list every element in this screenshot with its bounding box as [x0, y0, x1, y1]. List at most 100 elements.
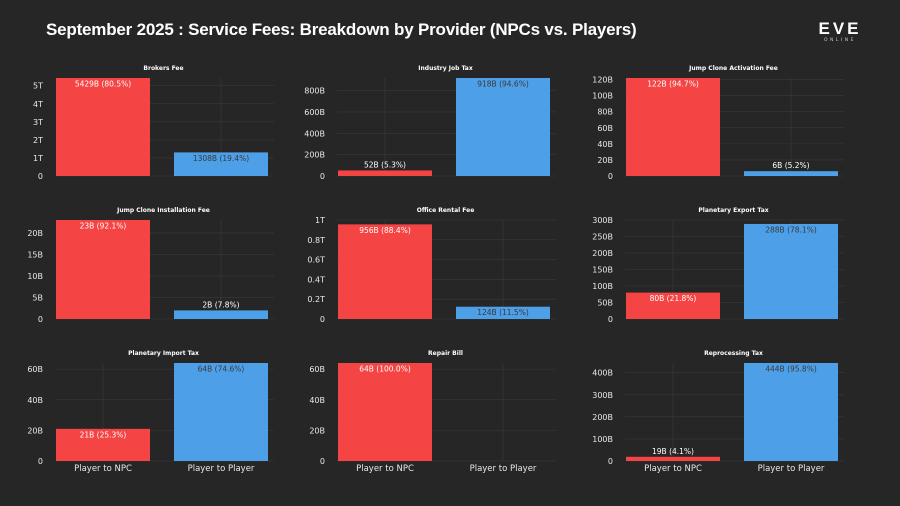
brokers-fee-panel-title: Brokers Fee	[143, 65, 183, 72]
reprocessing-tax-panel-title: Reprocessing Tax	[704, 350, 763, 357]
jump-clone-installation-fee-ytick-label-1: 5B	[32, 293, 43, 302]
office-rental-fee-ytick-label-3: 0.6T	[307, 256, 325, 265]
reprocessing-tax-bar-label-player-to-player: 444B (95.8%)	[765, 365, 817, 374]
planetary-export-tax-ytick-label-5: 250B	[592, 233, 613, 242]
office-rental-fee-panel-title: Office Rental Fee	[417, 207, 475, 214]
eve-online-logo: EVE ONLINE	[812, 20, 868, 46]
jump-clone-installation-fee-bar-label-player-to-npc: 23B (92.1%)	[80, 222, 127, 231]
planetary-import-tax-ytick-label-0: 0	[38, 457, 43, 466]
repair-bill-ytick-label-3: 60B	[309, 365, 325, 374]
reprocessing-tax-ytick-label-3: 300B	[592, 391, 613, 400]
brokers-fee-ytick-label-1: 1T	[33, 154, 43, 163]
reprocessing-tax-ytick-label-2: 200B	[592, 413, 613, 422]
reprocessing-tax-ytick-label-0: 0	[608, 457, 613, 466]
planetary-export-tax-ytick-label-6: 300B	[592, 216, 613, 225]
planetary-import-tax-ytick-label-2: 40B	[27, 396, 43, 405]
office-rental-fee-bar-label-player-to-player: 124B (11.5%)	[477, 308, 529, 317]
jump-clone-installation-fee-panel-title: Jump Clone Installation Fee	[116, 207, 210, 214]
jump-clone-installation-fee-bar-label-player-to-player: 2B (7.8%)	[202, 300, 239, 309]
office-rental-fee-ytick-label-4: 0.8T	[307, 236, 325, 245]
jump-clone-installation-fee-ytick-label-2: 10B	[27, 272, 43, 281]
planetary-export-tax-bar-label-player-to-npc: 80B (21.8%)	[650, 294, 697, 303]
repair-bill-bar-label-player-to-npc: 64B (100.0%)	[359, 365, 411, 374]
brokers-fee-ytick-label-0: 0	[38, 172, 43, 181]
logo-sub-text: ONLINE	[824, 38, 856, 43]
reprocessing-tax-ytick-label-1: 100B	[592, 435, 613, 444]
reprocessing-tax-bar-player-to-player	[744, 363, 838, 461]
repair-bill-xtick-label-0: Player to NPC	[356, 464, 414, 474]
repair-bill-ytick-label-1: 20B	[309, 426, 325, 435]
planetary-import-tax-xtick-label-0: Player to NPC	[74, 464, 132, 474]
planetary-import-tax-bar-label-player-to-npc: 21B (25.3%)	[80, 430, 127, 439]
repair-bill-bar-player-to-npc	[338, 363, 432, 461]
planetary-export-tax-bar-player-to-npc	[626, 292, 720, 319]
brokers-fee-ytick-label-3: 3T	[33, 118, 43, 127]
repair-bill-ytick-label-2: 40B	[309, 396, 325, 405]
repair-bill-panel-title: Repair Bill	[428, 350, 463, 357]
planetary-export-tax-bar-player-to-player	[744, 223, 838, 319]
repair-bill-ytick-label-0: 0	[320, 457, 325, 466]
planetary-import-tax-bar-player-to-npc	[56, 428, 150, 461]
reprocessing-tax-bar-label-player-to-npc: 19B (4.1%)	[652, 447, 694, 456]
industry-job-tax-bar-player-to-player	[456, 78, 550, 176]
reprocessing-tax-xtick-label-0: Player to NPC	[644, 464, 702, 474]
industry-job-tax-bar-player-to-npc	[338, 170, 432, 176]
planetary-import-tax-ytick-label-3: 60B	[27, 365, 43, 374]
jump-clone-activation-fee-ytick-label-3: 60B	[597, 124, 613, 133]
jump-clone-activation-fee-ytick-label-2: 40B	[597, 140, 613, 149]
chart-title: September 2025 : Service Fees: Breakdown…	[46, 20, 637, 39]
reprocessing-tax-bar-player-to-npc	[626, 456, 720, 461]
planetary-export-tax-ytick-label-2: 100B	[592, 282, 613, 291]
brokers-fee-bar-player-to-npc	[56, 78, 150, 176]
jump-clone-activation-fee-bar-player-to-npc	[626, 78, 720, 176]
jump-clone-activation-fee-ytick-label-1: 20B	[597, 156, 613, 165]
planetary-export-tax-bar-label-player-to-player: 288B (78.1%)	[765, 225, 817, 234]
brokers-fee-ytick-label-2: 2T	[33, 136, 43, 145]
industry-job-tax-bar-label-player-to-npc: 52B (5.3%)	[364, 160, 406, 169]
planetary-export-tax-panel-title: Planetary Export Tax	[698, 207, 768, 214]
brokers-fee-bar-player-to-player	[174, 152, 268, 176]
office-rental-fee-ytick-label-5: 1T	[315, 216, 325, 225]
industry-job-tax-bar-label-player-to-player: 918B (94.6%)	[477, 80, 529, 89]
planetary-import-tax-bar-player-to-player	[174, 363, 268, 461]
office-rental-fee-bar-player-to-npc	[338, 224, 432, 319]
brokers-fee-bar-label-player-to-player: 1308B (19.4%)	[193, 154, 249, 163]
reprocessing-tax-xtick-label-1: Player to Player	[758, 464, 825, 474]
planetary-export-tax-ytick-label-3: 150B	[592, 266, 613, 275]
logo-main-text: EVE	[818, 19, 862, 38]
jump-clone-installation-fee-ytick-label-0: 0	[38, 315, 43, 324]
industry-job-tax-ytick-label-4: 800B	[304, 87, 325, 96]
planetary-import-tax-ytick-label-1: 20B	[27, 426, 43, 435]
industry-job-tax-ytick-label-3: 600B	[304, 108, 325, 117]
planetary-export-tax-ytick-label-1: 50B	[597, 299, 613, 308]
planetary-import-tax-panel-title: Planetary Import Tax	[128, 350, 199, 357]
office-rental-fee-ytick-label-2: 0.4T	[307, 275, 325, 284]
jump-clone-activation-fee-bar-player-to-player	[744, 171, 838, 176]
jump-clone-activation-fee-panel-title: Jump Clone Activation Fee	[688, 65, 778, 72]
reprocessing-tax-ytick-label-4: 400B	[592, 369, 613, 378]
industry-job-tax-ytick-label-1: 200B	[304, 151, 325, 160]
brokers-fee-ytick-label-4: 4T	[33, 100, 43, 109]
office-rental-fee-bar-player-to-player	[456, 306, 550, 319]
brokers-fee-ytick-label-5: 5T	[33, 82, 43, 91]
jump-clone-activation-fee-ytick-label-5: 100B	[592, 92, 613, 101]
jump-clone-activation-fee-bar-label-player-to-npc: 122B (94.7%)	[647, 80, 699, 89]
jump-clone-activation-fee-bar-label-player-to-player: 6B (5.2%)	[772, 161, 809, 170]
planetary-import-tax-xtick-label-1: Player to Player	[188, 464, 255, 474]
brokers-fee-bar-label-player-to-npc: 5429B (80.5%)	[75, 80, 131, 89]
planetary-export-tax-ytick-label-4: 200B	[592, 249, 613, 258]
jump-clone-activation-fee-ytick-label-0: 0	[608, 172, 613, 181]
office-rental-fee-bar-label-player-to-npc: 956B (88.4%)	[359, 226, 411, 235]
jump-clone-activation-fee-ytick-label-6: 120B	[592, 76, 613, 85]
office-rental-fee-ytick-label-0: 0	[320, 315, 325, 324]
industry-job-tax-ytick-label-2: 400B	[304, 129, 325, 138]
planetary-import-tax-bar-label-player-to-player: 64B (74.6%)	[198, 365, 245, 374]
repair-bill-xtick-label-1: Player to Player	[470, 464, 537, 474]
jump-clone-installation-fee-ytick-label-3: 15B	[27, 250, 43, 259]
jump-clone-installation-fee-ytick-label-4: 20B	[27, 229, 43, 238]
jump-clone-activation-fee-ytick-label-4: 80B	[597, 108, 613, 117]
industry-job-tax-ytick-label-0: 0	[320, 172, 325, 181]
office-rental-fee-ytick-label-1: 0.2T	[307, 295, 325, 304]
jump-clone-installation-fee-bar-player-to-player	[174, 310, 268, 319]
